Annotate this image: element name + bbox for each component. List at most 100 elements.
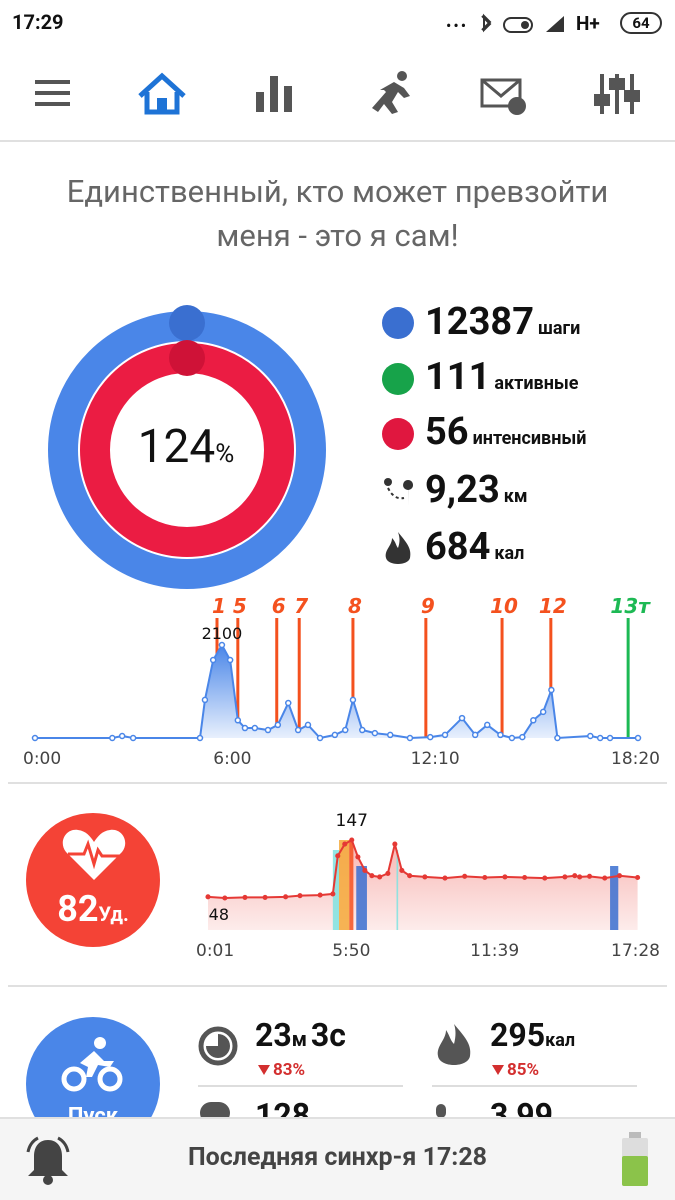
point	[406, 734, 414, 742]
quote: Единственный, кто может превзойти меня -…	[66, 173, 609, 254]
point	[508, 734, 516, 742]
x-tick-label: 17:28	[611, 941, 660, 961]
duration-min: 23	[255, 1016, 292, 1054]
calories-value: 295	[490, 1016, 546, 1054]
messages-icon[interactable]	[480, 78, 526, 115]
x-tick-label: 11:39	[470, 941, 519, 961]
goal-donut	[48, 305, 326, 589]
calories-icon	[385, 532, 411, 564]
point	[385, 870, 391, 876]
status-icons: •••	[446, 16, 469, 35]
segment-band	[349, 840, 354, 930]
event-label: 5	[233, 594, 247, 618]
point	[274, 721, 282, 729]
event-label: 13т	[610, 594, 651, 618]
point	[118, 732, 126, 740]
status-icons-svg	[481, 13, 564, 33]
point	[285, 699, 292, 707]
event-label: 12	[539, 594, 567, 618]
stat-unit: кал	[494, 543, 525, 564]
point	[317, 892, 323, 898]
divider	[8, 782, 667, 784]
stat-value: 111	[425, 355, 491, 399]
point	[426, 733, 434, 741]
active-dot	[382, 363, 414, 395]
divider	[198, 1085, 403, 1087]
point	[369, 873, 375, 879]
point	[362, 867, 368, 874]
point	[31, 734, 39, 742]
point	[297, 893, 303, 899]
divider	[8, 985, 667, 987]
point	[349, 837, 355, 843]
point	[462, 873, 468, 879]
steps-chart: 1 5 6 7 8 9 10 12 13т 0:00 6:00 12:10 18:20 2100	[23, 594, 660, 769]
point	[422, 874, 428, 880]
stat-unit: интенсивный	[472, 428, 587, 449]
status-network: H+	[576, 12, 600, 35]
heart-chart: 0:01 5:50 11:39 17:28 147 48	[196, 811, 660, 961]
menu-icon[interactable]	[35, 80, 70, 106]
calories-change: 85%	[492, 1060, 539, 1080]
settings-icon[interactable]	[594, 74, 640, 114]
point	[330, 891, 336, 897]
home-icon[interactable]	[138, 72, 186, 115]
point	[209, 656, 217, 664]
workout-icon[interactable]	[372, 71, 410, 114]
point	[471, 731, 479, 739]
point	[497, 731, 504, 739]
point	[109, 734, 116, 742]
segment-band	[339, 840, 350, 930]
point	[392, 841, 398, 847]
point	[316, 734, 324, 742]
segment-band	[332, 850, 340, 930]
point	[359, 726, 366, 734]
point	[572, 873, 578, 879]
nav-bar	[35, 71, 640, 115]
stat-unit: км	[503, 486, 528, 507]
point	[635, 874, 641, 881]
min-label: 48	[209, 905, 229, 924]
point	[596, 734, 604, 742]
x-tick-label: 0:01	[196, 941, 234, 961]
duration-change-value: 83%	[273, 1060, 306, 1080]
duration-min-unit: м	[291, 1027, 307, 1051]
point	[241, 724, 249, 732]
point	[355, 854, 361, 860]
point	[234, 717, 242, 724]
x-tick-label: 0:00	[23, 749, 61, 769]
percent-value: 124	[137, 420, 216, 474]
event-label: 1	[212, 594, 226, 618]
stat-value: 56	[425, 410, 469, 454]
event-label: 9	[421, 594, 435, 618]
point	[304, 721, 312, 729]
point	[222, 895, 228, 901]
stat-active: 111 активные	[425, 355, 579, 405]
duration-sec: 3с	[310, 1016, 346, 1054]
point	[458, 714, 466, 722]
point	[482, 874, 488, 881]
alarm-icon[interactable]	[22, 1134, 74, 1186]
point	[542, 875, 548, 881]
heart-rate-badge[interactable]	[26, 813, 160, 947]
point	[264, 726, 272, 734]
duration-change: 83%	[258, 1060, 305, 1080]
bpm-unit: Уд.	[98, 902, 129, 926]
divider	[0, 140, 675, 142]
footer	[0, 1117, 675, 1200]
sync-status: Последняя синхр-я 17:28	[187, 1143, 488, 1172]
stat-value: 9,23	[425, 468, 500, 512]
event-label: 6	[272, 594, 286, 618]
workout-calories-icon	[437, 1024, 471, 1065]
point	[377, 874, 383, 880]
point	[602, 875, 608, 881]
point	[586, 873, 593, 879]
stat-unit: шаги	[538, 318, 581, 339]
point	[342, 726, 349, 734]
stats-icon[interactable]	[256, 76, 292, 112]
segment-band	[610, 866, 619, 930]
divider	[432, 1085, 637, 1087]
point	[335, 853, 341, 859]
stat-steps: 12387 шаги	[425, 300, 580, 350]
